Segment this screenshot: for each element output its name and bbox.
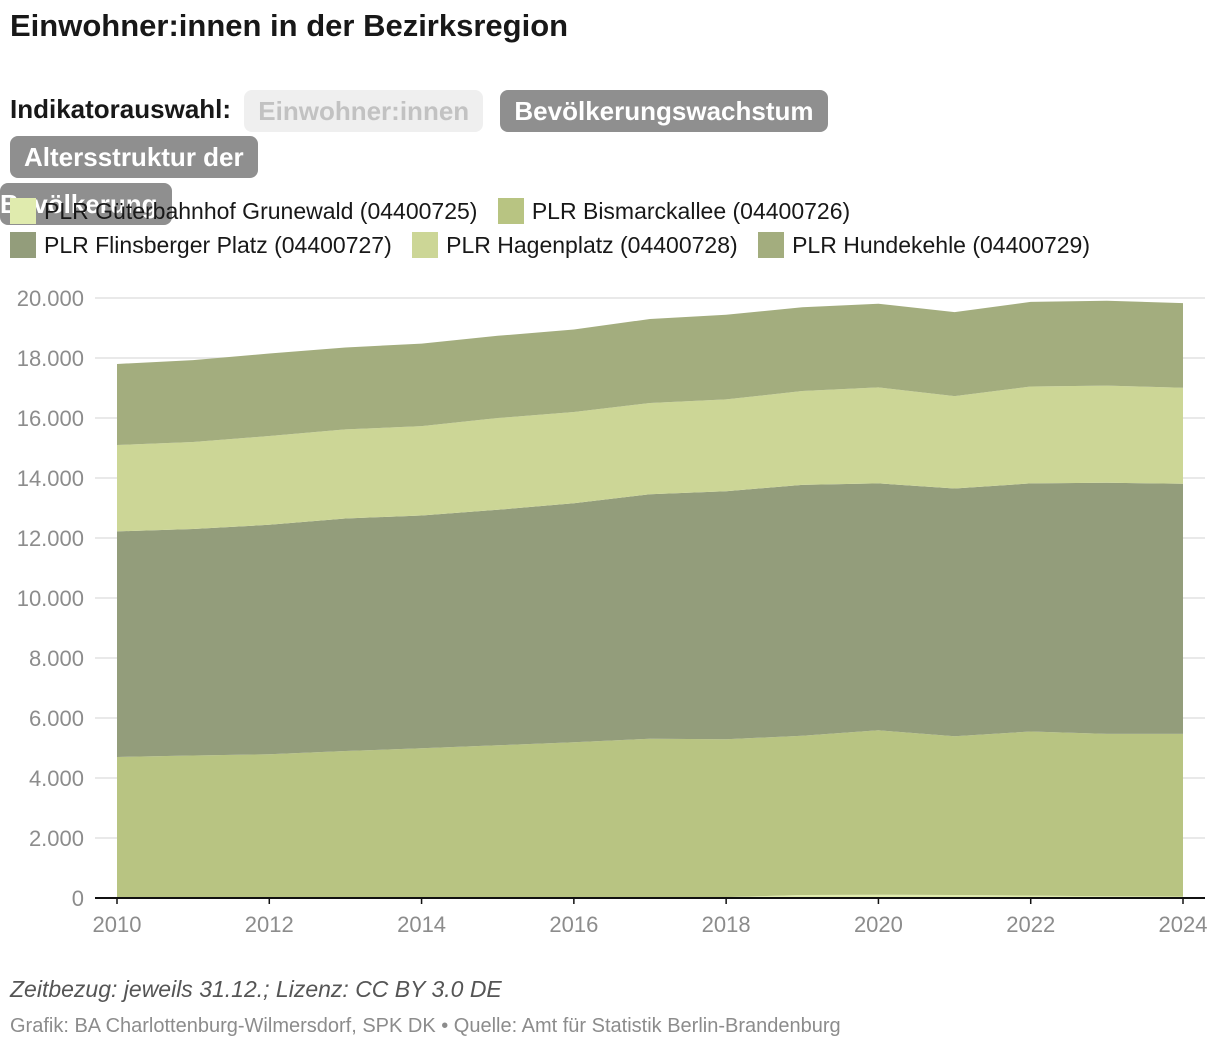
indicator-button-altersstruktur[interactable]: Altersstruktur der [10,136,258,179]
x-tick-label: 2024 [1159,912,1208,937]
area-series-2[interactable] [117,730,1183,898]
y-tick-label: 14.000 [17,466,84,491]
y-tick-label: 16.000 [17,406,84,431]
legend-item[interactable]: PLR Bismarckallee (04400726) [497,194,851,228]
y-axis: 0 2.000 4.000 6.000 8.000 10.000 12.000 14.000 1… [17,286,84,911]
legend-swatch [10,198,36,224]
legend-swatch [412,232,439,258]
x-tick-label: 2022 [1006,912,1055,937]
y-tick-label: 18.000 [17,346,84,371]
area-series-3[interactable] [117,482,1183,757]
indicator-button-bevoelkerungswachstum[interactable]: Bevölkerungswachstum [500,90,828,133]
stacked-area-chart: 0 2.000 4.000 6.000 8.000 10.000 12.000 14.000 1… [17,286,1208,937]
y-tick-label: 2.000 [29,826,84,851]
area-series-5[interactable] [117,300,1183,445]
legend-label: PLR Hundekehle (04400729) [792,232,1091,258]
chart-title: Einwohner:innen in der Bezirksregion [10,8,569,43]
legend-item[interactable]: PLR Hagenplatz (04400728) [412,228,738,262]
x-axis: 2010 2012 2014 2016 2018 2020 2022 2024 [93,897,1208,937]
y-tick-label: 20.000 [17,286,84,311]
x-tick-label: 2012 [245,912,294,937]
legend-swatch [758,232,785,258]
y-tick-label: 10.000 [17,586,84,611]
legend-label: PLR Güterbahnhof Grunewald (04400725) [44,198,478,224]
legend-swatch [497,198,524,224]
legend-label: PLR Bismarckallee (04400726) [531,198,851,224]
x-tick-label: 2016 [549,912,598,937]
x-tick-label: 2020 [854,912,903,937]
legend-swatch [10,232,36,258]
x-tick-label: 2018 [702,912,751,937]
legend-item[interactable]: PLR Güterbahnhof Grunewald (04400725) [10,194,477,228]
chart-areas[interactable] [117,300,1183,898]
legend-label: PLR Hagenplatz (04400728) [446,232,738,258]
x-tick-label: 2010 [93,912,142,937]
source-line: Grafik: BA Charlottenburg-Wilmersdorf, S… [10,1015,841,1037]
y-tick-label: 6.000 [29,706,84,731]
legend-item[interactable]: PLR Hundekehle (04400729) [758,228,1090,262]
area-series-4[interactable] [117,385,1183,532]
legend-item[interactable]: PLR Flinsberger Platz (04400727) [10,228,392,262]
y-tick-label: 8.000 [29,646,84,671]
footnote: Zeitbezug: jeweils 31.12.; Lizenz: CC BY… [10,976,502,1002]
indicator-button-einwohner[interactable]: Einwohner:innen [244,90,484,133]
x-tick-label: 2014 [397,912,446,937]
indicator-label: Indikatorauswahl: [10,94,232,124]
y-tick-label: 12.000 [17,526,84,551]
y-tick-label: 0 [72,886,84,911]
y-tick-label: 4.000 [29,766,84,791]
chart-legend: PLR Güterbahnhof Grunewald (04400725) PL… [10,194,1210,262]
legend-label: PLR Flinsberger Platz (04400727) [44,232,392,258]
